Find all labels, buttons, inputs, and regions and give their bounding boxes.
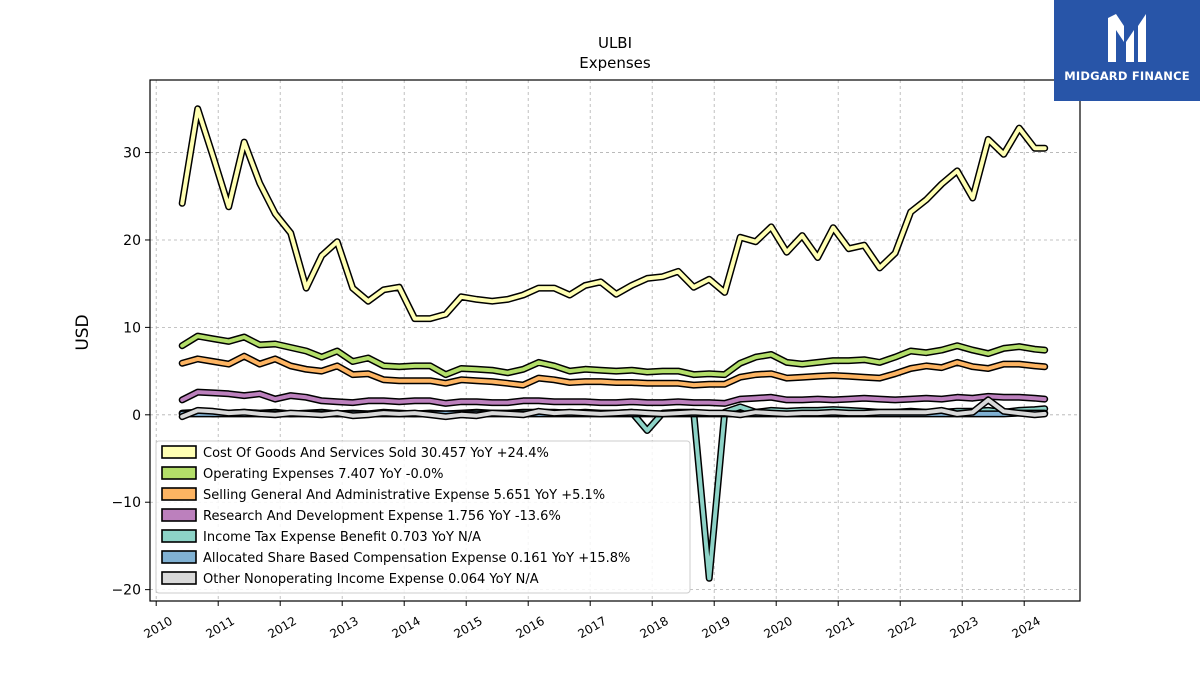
legend-swatch — [161, 466, 197, 480]
x-tick-label: 2023 — [947, 614, 980, 641]
y-tick-label: −10 — [111, 495, 141, 511]
brand-name: MIDGARD FINANCE — [1064, 69, 1190, 83]
legend-item: Research And Development Expense 1.756 Y… — [161, 508, 561, 524]
plot-area — [178, 105, 1049, 582]
y-tick-label: 10 — [123, 320, 141, 336]
legend: Cost Of Goods And Services Sold 30.457 Y… — [155, 440, 691, 594]
chart-subtitle: Expenses — [579, 54, 651, 72]
legend-item: Other Nonoperating Income Expense 0.064 … — [161, 571, 539, 587]
legend-label: Other Nonoperating Income Expense 0.064 … — [203, 572, 539, 587]
x-tick-label: 2011 — [203, 614, 236, 641]
x-tick-label: 2019 — [699, 614, 732, 641]
series-line — [180, 397, 1047, 419]
series-line — [180, 106, 1047, 321]
series-3 — [178, 352, 1049, 389]
y-tick-label: 0 — [132, 408, 141, 424]
legend-swatch — [161, 571, 197, 585]
x-tick-label: 2022 — [885, 614, 918, 641]
x-tick-label: 2016 — [513, 614, 546, 641]
legend-box — [155, 440, 691, 594]
x-tick-label: 2017 — [575, 614, 608, 641]
series-line — [180, 390, 1047, 406]
chart-title: ULBI — [598, 34, 632, 52]
series-line-outline — [178, 105, 1049, 323]
legend-label: Selling General And Administrative Expen… — [203, 488, 605, 503]
x-tick-label: 2010 — [141, 614, 174, 641]
brand-logo: MIDGARD FINANCE — [1054, 0, 1200, 101]
series-1 — [178, 105, 1049, 323]
x-tick-label: 2020 — [761, 614, 794, 641]
x-tick-label: 2015 — [451, 614, 484, 641]
legend-swatch — [161, 550, 197, 564]
legend-item: Selling General And Administrative Expen… — [161, 487, 605, 503]
legend-label: Operating Expenses 7.407 YoY -0.0% — [203, 467, 444, 482]
series-line — [180, 334, 1047, 377]
series-line — [180, 354, 1047, 388]
legend-swatch — [161, 445, 197, 459]
x-tick-label: 2021 — [823, 614, 856, 641]
y-tick-label: 20 — [123, 233, 141, 249]
legend-label: Cost Of Goods And Services Sold 30.457 Y… — [203, 446, 549, 461]
legend-item: Income Tax Expense Benefit 0.703 YoY N/A — [161, 529, 481, 545]
x-tick-label: 2018 — [637, 614, 670, 641]
x-tick-label: 2024 — [1009, 614, 1042, 641]
legend-item: Operating Expenses 7.407 YoY -0.0% — [161, 466, 444, 482]
legend-swatch — [161, 508, 197, 522]
y-tick-label: −20 — [111, 583, 141, 599]
series-2 — [178, 332, 1049, 379]
legend-swatch — [161, 529, 197, 543]
legend-label: Allocated Share Based Compensation Expen… — [203, 551, 630, 566]
x-tick-label: 2012 — [265, 614, 298, 641]
x-tick-label: 2014 — [389, 614, 422, 641]
plot-frame — [149, 79, 1081, 602]
legend-label: Research And Development Expense 1.756 Y… — [203, 509, 561, 524]
series-7 — [178, 396, 1049, 421]
x-tick-label: 2013 — [327, 614, 360, 641]
legend-label: Income Tax Expense Benefit 0.703 YoY N/A — [203, 530, 481, 545]
y-axis-label: USD — [73, 314, 93, 350]
legend-item: Cost Of Goods And Services Sold 30.457 Y… — [161, 445, 549, 461]
brand-logo-icon — [1108, 14, 1146, 62]
y-tick-label: 30 — [123, 146, 141, 162]
series-4 — [178, 388, 1049, 407]
legend-item: Allocated Share Based Compensation Expen… — [161, 550, 630, 566]
legend-swatch — [161, 487, 197, 501]
